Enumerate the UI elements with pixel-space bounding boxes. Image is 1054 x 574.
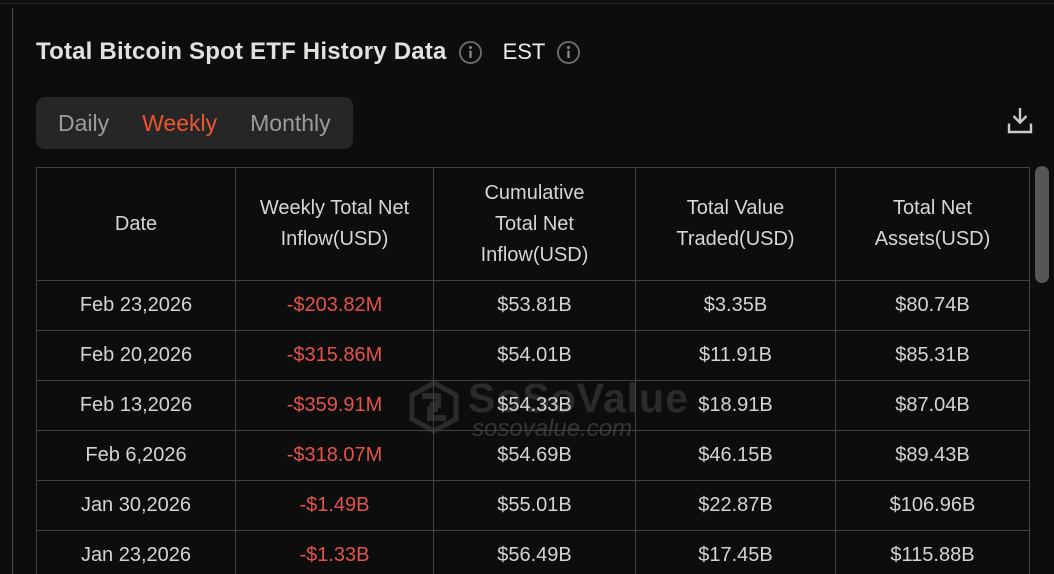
left-divider	[12, 8, 13, 574]
cell-weekly-net-inflow: -$1.49B	[235, 480, 434, 531]
cell-net-assets: $80.74B	[835, 280, 1030, 331]
table-row: Feb 20,2026 -$315.86M $54.01B $11.91B $85.31…	[36, 330, 1030, 381]
etf-history-table: Date Weekly Total Net Inflow(USD) Cumula…	[36, 167, 1030, 574]
cell-weekly-net-inflow: -$359.91M	[235, 380, 434, 431]
table-row: Feb 13,2026 -$359.91M $54.33B $18.91B $87.04…	[36, 380, 1030, 431]
cell-value-traded: $46.15B	[635, 430, 836, 481]
cell-weekly-net-inflow: -$318.07M	[235, 430, 434, 481]
tab-monthly[interactable]: Monthly	[250, 109, 331, 136]
cell-date: Feb 6,2026	[36, 430, 236, 481]
column-header-cumulative-net-inflow: Cumulative Total Net Inflow(USD)	[433, 167, 636, 281]
column-header-value-traded: Total Value Traded(USD)	[635, 167, 836, 281]
table-row: Jan 30,2026 -$1.49B $55.01B $22.87B $106.96B	[36, 480, 1030, 531]
table-row: Feb 23,2026 -$203.82M $53.81B $3.35B $80.74B	[36, 280, 1030, 331]
cell-weekly-net-inflow: -$315.86M	[235, 330, 434, 381]
cell-date: Feb 13,2026	[36, 380, 236, 431]
table-row: Feb 6,2026 -$318.07M $54.69B $46.15B $89.43B	[36, 430, 1030, 481]
page-title: Total Bitcoin Spot ETF History Data	[36, 38, 447, 65]
cell-cumulative-net-inflow: $54.01B	[433, 330, 636, 381]
download-icon	[1007, 108, 1033, 134]
cell-value-traded: $22.87B	[635, 480, 836, 531]
cell-net-assets: $115.88B	[835, 530, 1030, 574]
title-info-icon[interactable]	[458, 40, 483, 65]
cell-value-traded: $11.91B	[635, 330, 836, 381]
vertical-scrollbar-thumb[interactable]	[1035, 166, 1049, 283]
cell-value-traded: $18.91B	[635, 380, 836, 431]
cell-value-traded: $17.45B	[635, 530, 836, 574]
cell-net-assets: $89.43B	[835, 430, 1030, 481]
column-header-weekly-net-inflow: Weekly Total Net Inflow(USD)	[235, 167, 434, 281]
cell-cumulative-net-inflow: $56.49B	[433, 530, 636, 574]
cell-net-assets: $87.04B	[835, 380, 1030, 431]
timezone-info-icon[interactable]	[556, 40, 581, 65]
column-header-date: Date	[36, 167, 236, 281]
cell-value-traded: $3.35B	[635, 280, 836, 331]
top-divider	[0, 3, 1054, 4]
cell-cumulative-net-inflow: $53.81B	[433, 280, 636, 331]
timezone-label: EST	[502, 39, 546, 64]
tab-weekly[interactable]: Weekly	[142, 109, 218, 136]
download-button[interactable]	[1002, 103, 1038, 139]
table-row: Jan 23,2026 -$1.33B $56.49B $17.45B $115.88B	[36, 530, 1030, 574]
cell-cumulative-net-inflow: $55.01B	[433, 480, 636, 531]
tab-daily[interactable]: Daily	[58, 109, 110, 136]
cell-weekly-net-inflow: -$203.82M	[235, 280, 434, 331]
cell-date: Jan 30,2026	[36, 480, 236, 531]
cell-date: Jan 23,2026	[36, 530, 236, 574]
cell-weekly-net-inflow: -$1.33B	[235, 530, 434, 574]
cell-date: Feb 20,2026	[36, 330, 236, 381]
cell-net-assets: $106.96B	[835, 480, 1030, 531]
cell-cumulative-net-inflow: $54.69B	[433, 430, 636, 481]
table-header-row: Date Weekly Total Net Inflow(USD) Cumula…	[36, 167, 1030, 281]
panel-header: Total Bitcoin Spot ETF History Data EST	[36, 36, 581, 68]
cell-net-assets: $85.31B	[835, 330, 1030, 381]
cell-date: Feb 23,2026	[36, 280, 236, 331]
interval-tab-group: Daily Weekly Monthly	[36, 97, 353, 149]
column-header-net-assets: Total Net Assets(USD)	[835, 167, 1030, 281]
cell-cumulative-net-inflow: $54.33B	[433, 380, 636, 431]
